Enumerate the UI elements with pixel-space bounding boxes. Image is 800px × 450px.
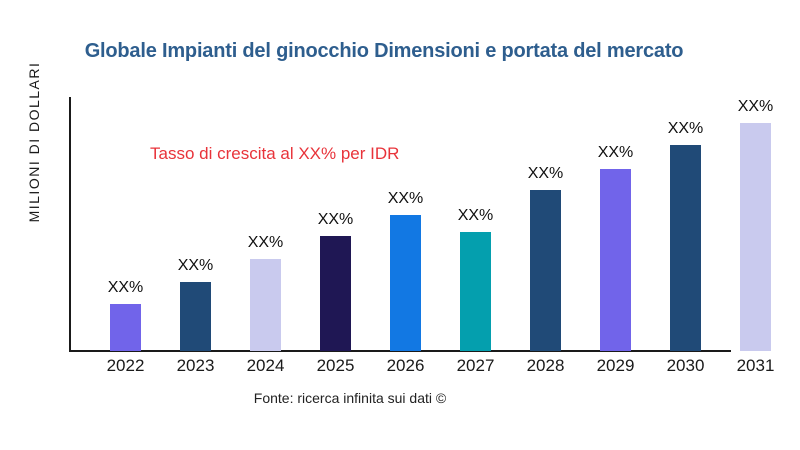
bar-2022 <box>110 304 141 351</box>
growth-rate-annotation: Tasso di crescita al XX% per IDR <box>150 144 400 163</box>
bar-2027 <box>460 232 491 351</box>
x-axis-label-2022: 2022 <box>106 356 145 375</box>
bar-value-label-2026: XX% <box>387 190 424 207</box>
bar-2029 <box>600 169 631 351</box>
x-axis-label-2025: 2025 <box>316 356 355 375</box>
x-axis-label-2028: 2028 <box>526 356 565 375</box>
x-axis-label-2027: 2027 <box>456 356 495 375</box>
bar-2026 <box>390 215 421 351</box>
x-axis-label-2031: 2031 <box>736 356 775 375</box>
bar-2031 <box>740 123 771 351</box>
x-axis-label-2023: 2023 <box>176 356 215 375</box>
bar-2023 <box>180 282 211 351</box>
bar-value-label-2023: XX% <box>177 257 214 274</box>
source-note: Fonte: ricerca infinita sui dati © <box>253 390 447 406</box>
bar-2028 <box>530 190 561 351</box>
bar-value-label-2030: XX% <box>667 120 704 137</box>
bar-value-label-2025: XX% <box>317 211 354 228</box>
bar-value-label-2031: XX% <box>737 98 774 115</box>
x-axis-label-2026: 2026 <box>386 356 425 375</box>
y-axis-line <box>69 97 71 351</box>
y-axis-title: MILIONI DI DOLLARI <box>26 61 42 223</box>
bar-2025 <box>320 236 351 351</box>
bar-value-label-2027: XX% <box>457 207 494 224</box>
x-axis-label-2029: 2029 <box>596 356 635 375</box>
bar-value-label-2028: XX% <box>527 165 564 182</box>
x-axis-label-2024: 2024 <box>246 356 285 375</box>
bar-value-label-2029: XX% <box>597 144 634 161</box>
bar-value-label-2024: XX% <box>247 234 284 251</box>
chart-title: Globale Impianti del ginocchio Dimension… <box>84 40 684 62</box>
bar-2030 <box>670 145 701 351</box>
x-axis-line <box>69 350 731 352</box>
bar-value-label-2022: XX% <box>107 279 144 296</box>
x-axis-label-2030: 2030 <box>666 356 705 375</box>
bar-2024 <box>250 259 281 351</box>
